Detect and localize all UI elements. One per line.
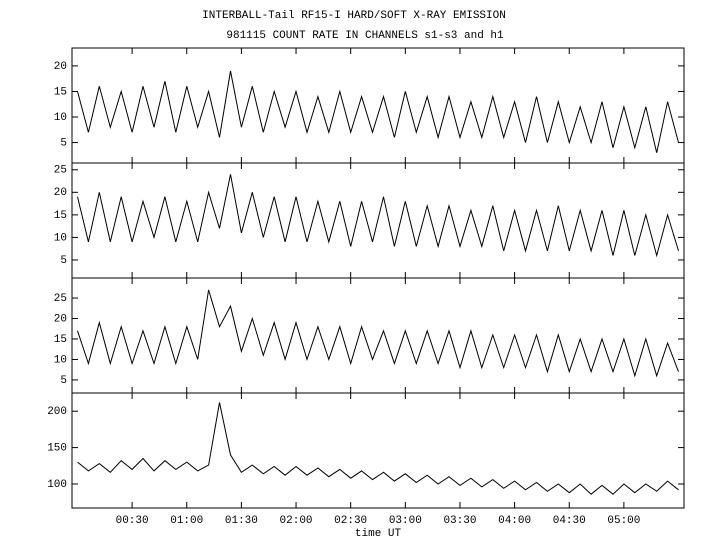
x-tick-label: 05:00 (607, 515, 640, 527)
y-tick-label: 5 (60, 375, 67, 387)
y-tick-label: 5 (60, 255, 67, 267)
x-tick-label: 02:30 (334, 515, 367, 527)
y-tick-label: 25 (54, 165, 67, 177)
y-tick-label: 150 (47, 442, 67, 454)
chart-title: INTERBALL-Tail RF15-I HARD/SOFT X-RAY EM… (202, 10, 506, 22)
y-tick-label: 20 (54, 61, 67, 73)
x-tick-label: 03:00 (389, 515, 422, 527)
count-rate-trace (77, 402, 679, 495)
x-tick-label: 04:30 (553, 515, 586, 527)
y-tick-label: 200 (47, 406, 67, 418)
x-tick-label: 01:00 (170, 515, 203, 527)
y-tick-label: 15 (54, 86, 67, 98)
y-tick-label: 15 (54, 334, 67, 346)
x-tick-label: 00:30 (116, 515, 149, 527)
x-tick-label: 03:30 (443, 515, 476, 527)
x-axis-label: time UT (355, 528, 402, 540)
count-rate-trace (77, 289, 679, 378)
y-tick-label: 25 (54, 293, 67, 305)
panel-frame (71, 392, 685, 509)
count-rate-trace (77, 174, 679, 258)
chart-subtitle: 981115 COUNT RATE IN CHANNELS s1-s3 and … (226, 30, 504, 42)
x-tick-label: 01:30 (225, 515, 258, 527)
count-rate-trace (77, 70, 679, 153)
x-tick-label: 04:00 (498, 515, 531, 527)
y-tick-label: 20 (54, 313, 67, 325)
panel-frame (71, 47, 685, 164)
y-tick-label: 10 (54, 354, 67, 366)
y-tick-label: 10 (54, 112, 67, 124)
x-tick-label: 02:00 (280, 515, 313, 527)
panel-frame (71, 277, 685, 394)
y-tick-label: 100 (47, 479, 67, 491)
y-tick-label: 10 (54, 232, 67, 244)
y-tick-label: 5 (60, 137, 67, 149)
y-tick-label: 20 (54, 187, 67, 199)
y-tick-label: 15 (54, 210, 67, 222)
